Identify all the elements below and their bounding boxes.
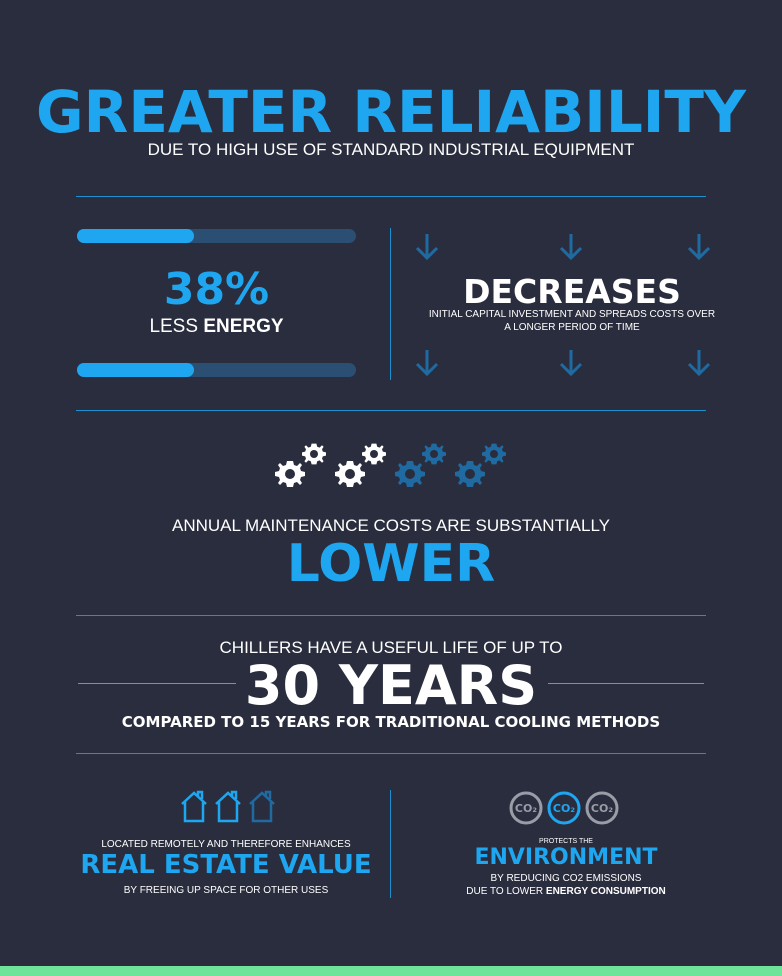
chillers-rule-right (548, 683, 704, 684)
environment-line2-prefix: DUE TO LOWER (466, 886, 546, 897)
environment-line2-bold: ENERGY CONSUMPTION (545, 886, 666, 897)
decreases-title: DECREASES (463, 272, 681, 311)
real-estate-bottom: BY FREEING UP SPACE FOR OTHER USES (123, 885, 329, 896)
chillers-compare: COMPARED TO 15 YEARS FOR TRADITIONAL COO… (121, 713, 661, 731)
down-arrow-icon (559, 350, 583, 377)
environment-top: PROTECTS THE (539, 838, 593, 845)
divider-2 (76, 410, 706, 411)
energy-label-prefix: LESS (149, 316, 204, 337)
environment-line1: BY REDUCING CO2 EMISSIONS (490, 873, 642, 884)
energy-bar-top-fill (77, 229, 194, 243)
real-estate-top: LOCATED REMOTELY AND THEREFORE ENHANCES (101, 839, 351, 850)
down-arrow-icon (415, 234, 439, 261)
co2-icon: CO₂ CO₂ CO₂ (509, 791, 619, 825)
down-arrow-icon (415, 350, 439, 377)
vertical-divider-1 (390, 228, 391, 380)
energy-label: LESS ENERGY (77, 316, 356, 338)
energy-bar-bottom (77, 363, 356, 377)
real-estate-big: REAL ESTATE VALUE (80, 850, 372, 880)
divider-3 (76, 615, 706, 616)
environment-big: ENVIRONMENT (474, 845, 658, 870)
maintenance-line: ANNUAL MAINTENANCE COSTS ARE SUBSTANTIAL… (172, 516, 610, 535)
bottom-strip (0, 966, 782, 976)
vertical-divider-2 (390, 790, 391, 898)
chillers-big: 30 YEARS (244, 654, 538, 717)
page-title: GREATER RELIABILITY (36, 78, 746, 146)
energy-percent: 38% (163, 264, 270, 315)
divider-4 (76, 753, 706, 754)
maintenance-big: LOWER (286, 534, 496, 594)
down-arrow-icon (559, 234, 583, 261)
co2-text: CO₂ (515, 802, 537, 815)
chillers-line: CHILLERS HAVE A USEFUL LIFE OF UP TO (219, 638, 563, 657)
energy-bar-bottom-fill (77, 363, 194, 377)
decreases-line1: INITIAL CAPITAL INVESTMENT AND SPREADS C… (428, 309, 716, 320)
co2-text: CO₂ (591, 802, 613, 815)
chillers-rule-left (78, 683, 236, 684)
divider-1 (76, 196, 706, 197)
down-arrow-icon (687, 350, 711, 377)
co2-text: CO₂ (553, 802, 575, 815)
down-arrow-icon (687, 234, 711, 261)
environment-line2: DUE TO LOWER ENERGY CONSUMPTION (416, 886, 716, 897)
houses-icon (181, 790, 275, 823)
decreases-line2: A LONGER PERIOD OF TIME (504, 322, 640, 333)
energy-bar-top (77, 229, 356, 243)
gears-icon (275, 443, 506, 487)
energy-label-bold: ENERGY (203, 316, 284, 337)
page-subtitle: DUE TO HIGH USE OF STANDARD INDUSTRIAL E… (147, 140, 635, 159)
